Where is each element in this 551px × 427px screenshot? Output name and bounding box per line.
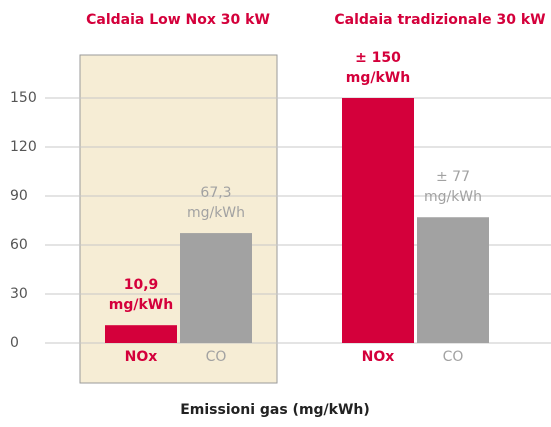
value-label-line: mg/kWh xyxy=(424,189,482,205)
bar xyxy=(417,217,489,343)
value-label: 67,3 mg/kWh xyxy=(187,185,245,221)
group-title: Caldaia tradizionale 30 kW xyxy=(334,12,545,28)
bar xyxy=(180,233,252,343)
y-tick-label: 120 xyxy=(10,139,37,155)
value-label-line: mg/kWh xyxy=(346,70,410,86)
value-label: ± 150 mg/kWh xyxy=(346,50,410,86)
y-tick-label: 30 xyxy=(10,286,28,302)
value-label-line: ± 150 xyxy=(355,50,401,66)
value-label-line: mg/kWh xyxy=(187,205,245,221)
value-label: 10,9 mg/kWh xyxy=(109,277,173,313)
series-label: CO xyxy=(206,349,227,365)
bar xyxy=(342,98,414,343)
series-label: NOx xyxy=(125,349,158,365)
value-label: ± 77 mg/kWh xyxy=(424,169,482,205)
value-label-line: 67,3 xyxy=(200,185,231,201)
value-label-line: 10,9 xyxy=(124,277,159,293)
series-label: NOx xyxy=(362,349,395,365)
series-label: CO xyxy=(443,349,464,365)
y-tick-label: 90 xyxy=(10,188,28,204)
bar xyxy=(105,325,177,343)
y-tick-label: 60 xyxy=(10,237,28,253)
value-label-line: mg/kWh xyxy=(109,297,173,313)
value-label-line: ± 77 xyxy=(436,169,470,185)
y-tick-label: 0 xyxy=(10,335,19,351)
group-title: Caldaia Low Nox 30 kW xyxy=(86,12,270,28)
x-axis-label: Emissioni gas (mg/kWh) xyxy=(180,402,370,418)
y-tick-label: 150 xyxy=(10,90,37,106)
